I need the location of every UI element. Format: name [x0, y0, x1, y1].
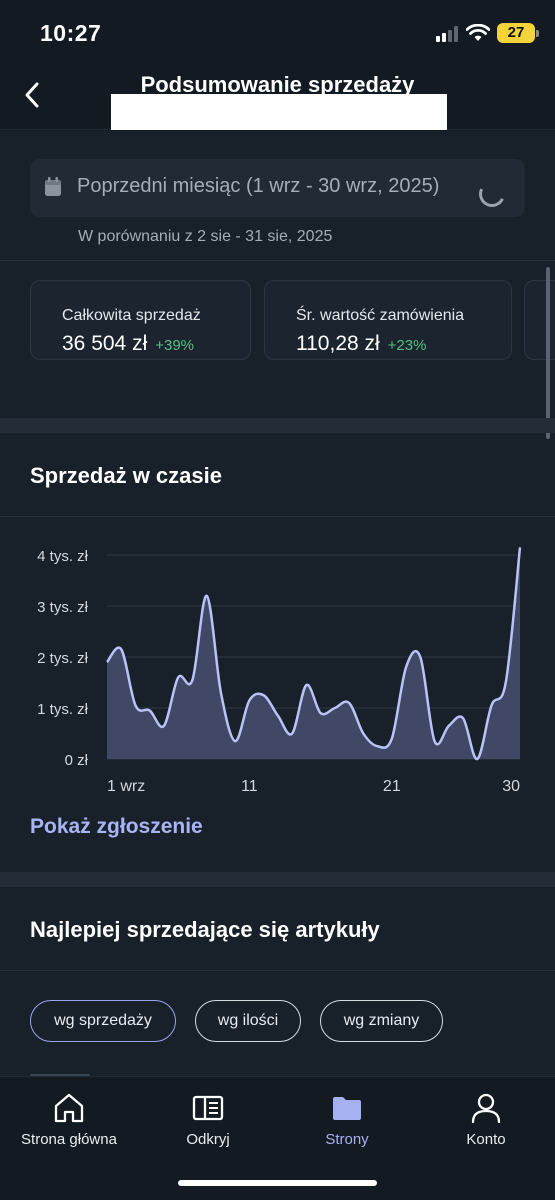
data-point: [162, 724, 166, 728]
data-point: [304, 683, 308, 687]
nav-item-account[interactable]: Konto: [417, 1087, 555, 1157]
status-bar: 10:27 27: [0, 0, 555, 62]
data-point: [247, 698, 251, 702]
data-point: [133, 703, 137, 707]
data-point: [190, 678, 194, 682]
show-report-link[interactable]: Pokaż zgłoszenie: [30, 815, 203, 838]
x-tick-label: 21: [383, 778, 401, 795]
home-icon: [54, 1093, 84, 1123]
back-button[interactable]: [14, 72, 50, 118]
date-range-selector[interactable]: Poprzedni miesiąc (1 wrz - 30 wrz, 2025): [30, 159, 525, 217]
data-point: [433, 739, 437, 743]
kpi-card-next[interactable]: [524, 280, 555, 360]
kpi-card-total-sales[interactable]: Całkowita sprzedaż 36 504 zł +39%: [30, 280, 251, 360]
bottom-navigation: Strona główna Odkryj Strony Konto: [0, 1076, 555, 1200]
filter-by-change-pill[interactable]: wg zmiany: [320, 1000, 443, 1042]
kpi-value: 110,28 zł +23%: [296, 332, 426, 356]
date-range-text: Poprzedni miesiąc (1 wrz - 30 wrz, 2025): [77, 175, 440, 197]
list-peek-edge: [30, 1074, 90, 1076]
x-tick-label: 11: [241, 778, 258, 795]
cellular-signal-icon: [436, 26, 458, 42]
x-tick-label: 1 wrz: [107, 778, 145, 795]
nav-item-pages[interactable]: Strony: [278, 1087, 416, 1157]
x-tick-label: 30: [502, 778, 520, 795]
data-point: [148, 709, 152, 713]
kpi-value: 36 504 zł +39%: [62, 332, 194, 356]
divider: [0, 260, 555, 261]
status-time: 10:27: [40, 20, 102, 46]
data-point: [262, 693, 266, 697]
sales-line: [106, 547, 522, 761]
battery-indicator: 27: [497, 23, 539, 43]
kpi-scrollbar[interactable]: [546, 267, 550, 439]
data-point: [105, 660, 109, 664]
data-point: [319, 711, 323, 715]
data-point: [233, 739, 237, 743]
data-point: [376, 744, 380, 748]
data-point: [119, 647, 123, 651]
data-point: [361, 732, 365, 736]
sales-over-time-title: Sprzedaż w czasie: [30, 463, 222, 488]
data-point: [518, 545, 522, 549]
main-content: Poprzedni miesiąc (1 wrz - 30 wrz, 2025)…: [0, 131, 555, 1076]
loading-spinner-icon: [475, 177, 509, 211]
user-icon: [471, 1093, 501, 1124]
data-point: [475, 757, 479, 761]
kpi-label: Śr. wartość zamówienia: [296, 307, 465, 324]
filter-by-sales-pill[interactable]: wg sprzedaży: [30, 1000, 176, 1042]
data-point: [290, 732, 294, 736]
data-point: [333, 706, 337, 710]
kpi-amount: 36 504 zł: [62, 332, 148, 355]
top-items-title: Najlepiej sprzedające się artykuły: [30, 917, 380, 942]
nav-label: Odkryj: [186, 1131, 230, 1148]
divider: [0, 970, 555, 971]
nav-label: Strona główna: [21, 1131, 117, 1148]
data-point: [347, 701, 351, 705]
home-indicator: [178, 1180, 377, 1186]
data-point: [219, 691, 223, 695]
kpi-label: Całkowita sprzedaż: [62, 307, 201, 324]
kpi-amount: 110,28 zł: [296, 332, 380, 355]
divider: [0, 516, 555, 517]
y-tick-label: 1 tys. zł: [37, 701, 89, 718]
filter-by-quantity-pill[interactable]: wg ilości: [195, 1000, 301, 1042]
data-point: [404, 665, 408, 669]
calendar-icon: [45, 177, 61, 196]
sales-over-time-chart: 0 zł 1 tys. zł 2 tys. zł 3 tys. zł 4 tys. zł…: [37, 545, 522, 795]
nav-item-discover[interactable]: Odkryj: [139, 1087, 277, 1157]
y-tick-label: 0 zł: [65, 752, 89, 769]
data-point: [461, 716, 465, 720]
section-separator: [0, 872, 555, 887]
kpi-change: +39%: [155, 337, 195, 354]
redaction-box: [111, 94, 447, 130]
data-point: [490, 703, 494, 707]
nav-item-home[interactable]: Strona główna: [0, 1087, 138, 1157]
data-point: [447, 724, 451, 728]
kpi-change: +23%: [387, 337, 427, 354]
comparison-period-text: W porównaniu z 2 sie - 31 sie, 2025: [78, 228, 333, 245]
y-tick-label: 3 tys. zł: [37, 599, 89, 616]
data-point: [176, 675, 180, 679]
y-tick-label: 4 tys. zł: [37, 548, 89, 565]
wifi-icon: [466, 24, 490, 41]
section-separator: [0, 418, 555, 433]
sales-area-fill: [107, 547, 520, 760]
data-point: [205, 594, 209, 598]
data-point: [418, 655, 422, 659]
nav-label: Strony: [325, 1131, 369, 1148]
data-point: [390, 737, 394, 741]
app-header: Podsumowanie sprzedaży: [0, 62, 555, 130]
chevron-left-icon: [25, 82, 39, 108]
folder-icon: [333, 1097, 361, 1120]
y-tick-label: 2 tys. zł: [37, 650, 89, 667]
nav-label: Konto: [466, 1131, 506, 1148]
data-point: [504, 681, 508, 685]
kpi-card-average-order[interactable]: Śr. wartość zamówienia 110,28 zł +23%: [264, 280, 512, 360]
book-icon: [192, 1095, 224, 1121]
page-title: Podsumowanie sprzedaży: [140, 72, 415, 97]
data-point: [276, 714, 280, 718]
